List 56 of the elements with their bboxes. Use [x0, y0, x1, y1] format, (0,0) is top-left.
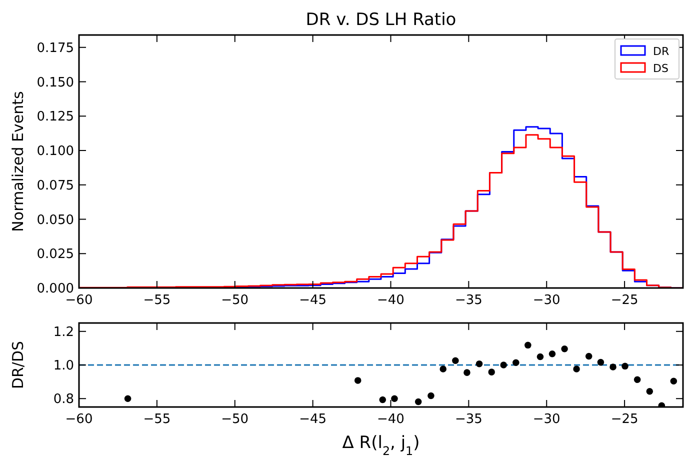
- y-axis-title: DR/DS: [9, 340, 27, 390]
- y-tick-label: 0.125: [36, 110, 74, 125]
- point: [440, 366, 446, 372]
- x-tick-label: −25: [610, 293, 638, 308]
- x-tick-label: −40: [377, 293, 404, 308]
- y-axis-title: Normalized Events: [9, 91, 27, 232]
- x-tick-label: −50: [221, 293, 249, 308]
- point: [573, 366, 580, 372]
- y-tick-label: 0.050: [36, 212, 74, 228]
- y-tick-label: 0.100: [36, 144, 74, 160]
- x-tick-label: −55: [143, 293, 171, 308]
- point: [610, 364, 616, 370]
- point: [561, 345, 568, 352]
- x-tick-label: −40: [377, 412, 404, 427]
- x-tick-label: −25: [610, 412, 638, 427]
- y-tick-label: 0.150: [36, 75, 74, 90]
- y-tick-label: 0.175: [36, 40, 74, 56]
- legend-label: DR: [653, 44, 670, 58]
- point: [354, 377, 362, 384]
- point: [414, 398, 422, 406]
- point: [524, 342, 532, 349]
- x-tick-label: −30: [532, 293, 560, 308]
- y-tick-label: 1.2: [53, 324, 74, 340]
- x-tick-label: −50: [221, 412, 249, 427]
- point: [476, 360, 483, 368]
- point: [464, 369, 470, 376]
- point: [536, 353, 544, 360]
- x-tick-label: −45: [299, 293, 327, 308]
- point: [646, 388, 654, 395]
- point: [500, 362, 507, 368]
- point: [379, 396, 386, 404]
- point: [634, 376, 641, 383]
- chart-title: DR v. DS LH Ratio: [306, 10, 456, 30]
- legend-label: DS: [653, 62, 668, 75]
- point: [597, 358, 604, 366]
- point: [488, 368, 495, 376]
- point: [428, 392, 434, 400]
- y-tick-label: 0.075: [36, 178, 74, 194]
- point: [512, 359, 520, 366]
- point: [585, 352, 592, 360]
- x-axis-title: Δ R(l$_{2}$, j$_{1}$): [342, 433, 420, 456]
- x-tick-label: −35: [454, 412, 482, 427]
- x-tick-label: −35: [454, 293, 482, 308]
- x-tick-label: −45: [299, 412, 327, 427]
- y-tick-label: 0.8: [53, 392, 74, 408]
- x-tick-label: −30: [532, 412, 560, 427]
- y-tick-label: 0.025: [36, 247, 74, 262]
- point: [452, 357, 459, 364]
- y-tick-label: 1.0: [53, 358, 74, 374]
- point: [548, 350, 556, 358]
- point: [622, 362, 628, 370]
- point: [124, 395, 132, 402]
- x-tick-label: −60: [65, 412, 93, 427]
- point: [670, 378, 678, 385]
- point: [391, 395, 398, 402]
- x-tick-label: −55: [143, 412, 171, 427]
